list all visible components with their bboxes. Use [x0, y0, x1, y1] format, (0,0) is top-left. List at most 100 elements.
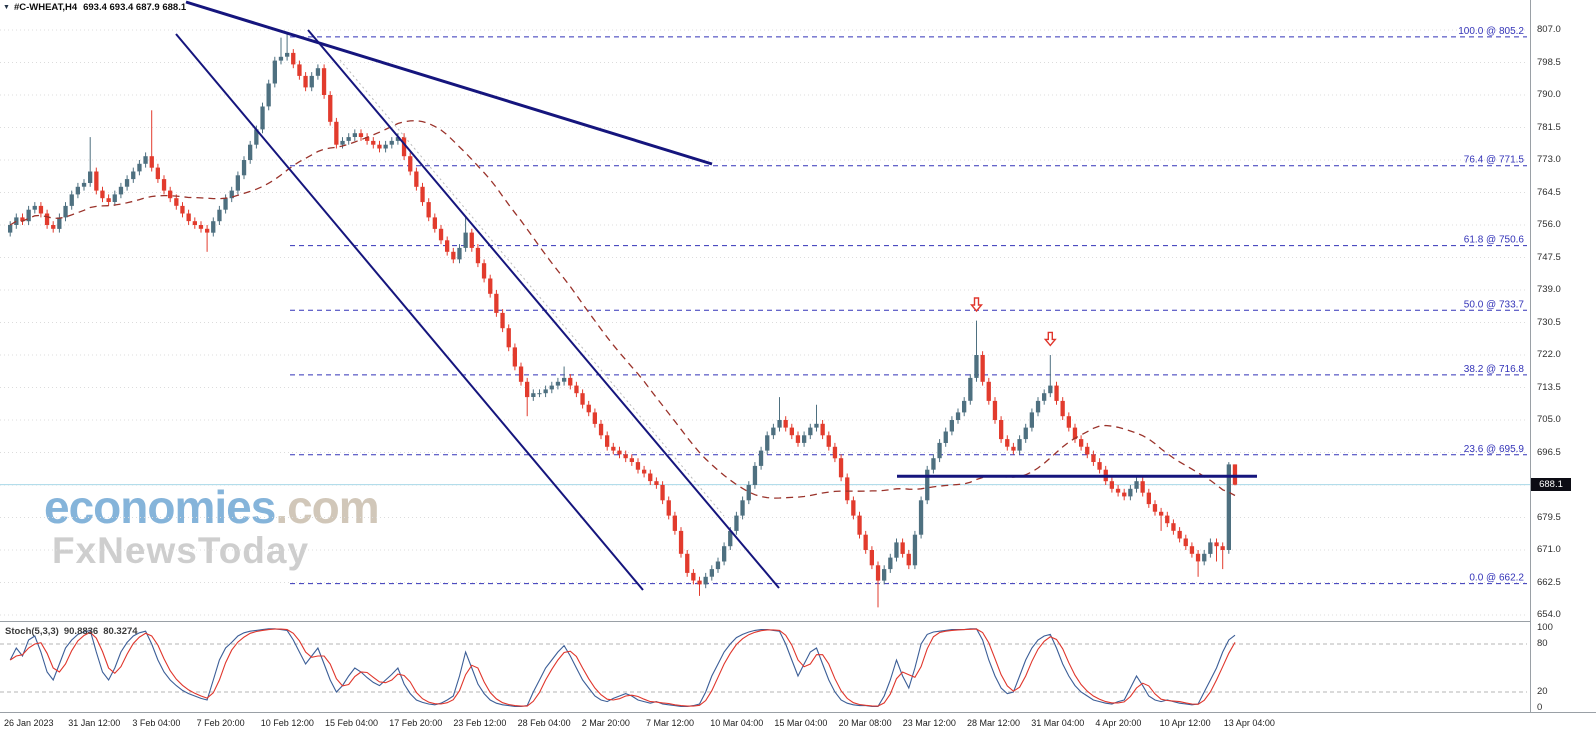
stoch-k-value: 90.8836 — [63, 626, 99, 637]
candle — [1066, 416, 1071, 428]
candle — [235, 175, 240, 191]
fib-label: 76.4 @ 771.5 — [1464, 155, 1525, 166]
chart-title[interactable]: ▼ #C-WHEAT,H4 693.4 693.4 687.9 688.1 — [3, 2, 186, 13]
price-tick: 679.5 — [1537, 511, 1561, 523]
panel-separator[interactable] — [0, 621, 1596, 622]
time-tick: 31 Mar 04:00 — [1031, 718, 1085, 728]
candle — [377, 144, 382, 149]
candle — [426, 202, 431, 218]
watermark: economies.com FxNewsToday — [44, 484, 380, 569]
candle — [168, 190, 173, 199]
stoch-scale-tick: 20 — [1537, 686, 1548, 697]
candle — [192, 221, 197, 225]
dotted-guide-line[interactable] — [339, 59, 725, 517]
down-arrow-icon[interactable] — [1043, 331, 1057, 347]
time-tick: 13 Apr 04:00 — [1223, 718, 1275, 728]
candle — [44, 213, 50, 225]
price-tick: 696.5 — [1537, 446, 1561, 458]
candle — [642, 469, 647, 474]
candle — [1091, 454, 1096, 462]
candle — [451, 251, 456, 260]
candle — [506, 328, 511, 348]
trendline-channel-left[interactable] — [175, 33, 644, 591]
stoch-scale-tick: 0 — [1537, 702, 1543, 713]
candle — [371, 140, 376, 145]
candle — [75, 186, 80, 195]
stoch-k-line — [9, 628, 1236, 707]
candle — [918, 500, 924, 535]
candle — [832, 446, 838, 459]
candle — [69, 194, 74, 206]
candle — [445, 240, 450, 252]
candle — [851, 500, 856, 516]
time-tick: 15 Feb 04:00 — [325, 718, 379, 728]
candle — [820, 423, 825, 436]
time-tick: 4 Apr 20:00 — [1095, 718, 1142, 728]
candle — [783, 420, 788, 428]
candle — [518, 366, 524, 382]
candle — [297, 64, 302, 76]
candle — [543, 389, 548, 394]
candle — [765, 435, 770, 451]
candle — [968, 377, 973, 401]
candle — [1072, 427, 1078, 440]
candle — [20, 217, 25, 222]
candle — [1195, 553, 1201, 562]
candle — [1183, 538, 1188, 547]
down-arrow-icon[interactable] — [970, 297, 983, 313]
price-tick: 705.0 — [1537, 414, 1561, 425]
price-tick: 781.5 — [1537, 121, 1561, 133]
candle — [315, 68, 321, 76]
time-tick: 3 Feb 04:00 — [132, 718, 181, 728]
candle — [457, 247, 462, 260]
time-tick: 2 Mar 20:00 — [581, 718, 630, 728]
time-tick: 7 Feb 20:00 — [196, 718, 245, 728]
stoch-scale-tick: 100 — [1537, 622, 1553, 633]
candle — [906, 553, 911, 566]
main-chart-canvas[interactable]: 100.0 @ 805.2 76.4 @ 771.5 61.8 @ 750.6 50.… — [0, 0, 1530, 622]
price-tick: 671.0 — [1537, 544, 1561, 555]
candle — [598, 423, 604, 436]
candle — [795, 435, 801, 443]
price-tick: 662.5 — [1537, 576, 1561, 588]
trendline-channel-right[interactable] — [307, 29, 780, 589]
time-axis[interactable]: 26 Jan 2023 31 Jan 12:00 3 Feb 04:00 7 Feb … — [0, 712, 1596, 743]
symbol-dropdown-icon[interactable]: ▼ — [3, 4, 10, 11]
candle — [432, 217, 437, 229]
moving-average-line[interactable] — [9, 120, 1236, 499]
candle — [1140, 481, 1145, 493]
candle — [722, 546, 727, 562]
candle — [838, 458, 844, 478]
candle — [51, 225, 56, 229]
time-tick: 7 Mar 12:00 — [646, 718, 695, 728]
candle — [334, 121, 339, 145]
price-axis[interactable]: 807.0 798.5 790.0 781.5 773.0 764.5 756.0 747.5… — [1530, 0, 1596, 713]
candle — [746, 485, 751, 501]
candle — [81, 182, 87, 187]
candle — [14, 217, 19, 225]
candle — [118, 186, 124, 195]
candle — [605, 435, 610, 447]
stoch-name: Stoch(5,3,3) — [5, 626, 59, 637]
fib-label: 61.8 @ 750.6 — [1464, 235, 1525, 246]
candle — [94, 171, 99, 191]
stochastic-canvas[interactable] — [0, 622, 1530, 712]
candle — [383, 144, 388, 149]
candle — [931, 458, 936, 470]
candle — [703, 576, 708, 585]
trendline-descending-resistance[interactable] — [185, 0, 713, 166]
candle — [260, 106, 265, 130]
candle — [1054, 385, 1059, 401]
candle — [925, 469, 930, 501]
candle — [1115, 488, 1121, 493]
price-tick: 756.0 — [1537, 219, 1561, 230]
time-tick: 20 Mar 08:00 — [838, 718, 892, 728]
candle — [863, 534, 868, 550]
candle — [112, 194, 117, 202]
candle — [248, 144, 253, 160]
candle — [365, 137, 370, 141]
candle — [463, 232, 468, 248]
candle — [869, 550, 874, 566]
fib-label: 23.6 @ 695.9 — [1464, 444, 1525, 455]
time-tick: 10 Feb 12:00 — [260, 718, 314, 728]
